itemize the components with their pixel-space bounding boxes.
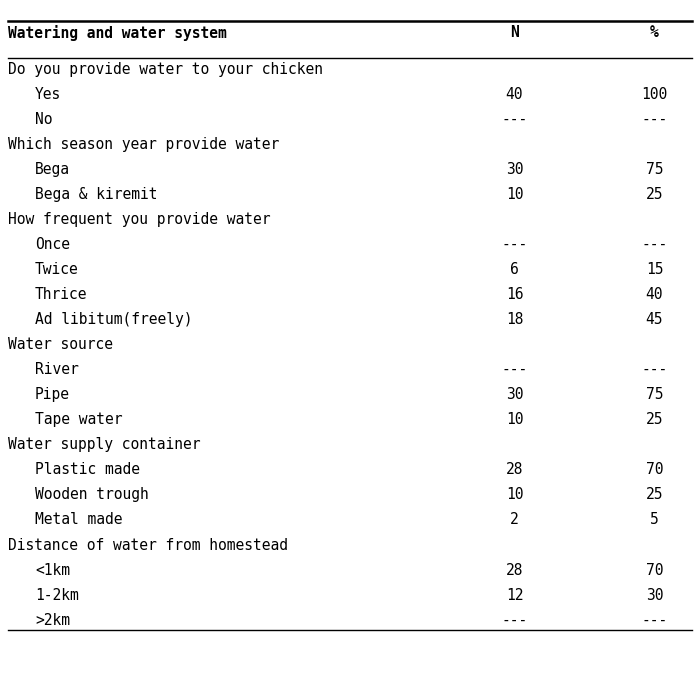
Text: How frequent you provide water: How frequent you provide water — [8, 212, 271, 227]
Text: ---: --- — [501, 112, 528, 127]
Text: Water supply container: Water supply container — [8, 437, 201, 452]
Text: 2: 2 — [510, 512, 519, 527]
Text: 5: 5 — [650, 512, 659, 527]
Text: Do you provide water to your chicken: Do you provide water to your chicken — [8, 62, 323, 77]
Text: Bega: Bega — [35, 162, 70, 177]
Text: Wooden trough: Wooden trough — [35, 487, 148, 502]
Text: %: % — [650, 25, 659, 40]
Text: Distance of water from homestead: Distance of water from homestead — [8, 538, 288, 552]
Text: 25: 25 — [645, 187, 664, 202]
Text: 10: 10 — [505, 487, 524, 502]
Text: Watering and water system: Watering and water system — [8, 25, 227, 41]
Text: 100: 100 — [641, 87, 668, 102]
Text: 40: 40 — [505, 87, 524, 102]
Text: ---: --- — [641, 613, 668, 628]
Text: Plastic made: Plastic made — [35, 462, 140, 477]
Text: 10: 10 — [505, 187, 524, 202]
Text: ---: --- — [641, 362, 668, 377]
Text: No: No — [35, 112, 52, 127]
Text: 10: 10 — [505, 412, 524, 427]
Text: 28: 28 — [505, 462, 524, 477]
Text: 15: 15 — [645, 262, 664, 277]
Text: 75: 75 — [645, 162, 664, 177]
Text: Water source: Water source — [8, 337, 113, 352]
Text: Which season year provide water: Which season year provide water — [8, 137, 279, 152]
Text: 16: 16 — [505, 287, 524, 302]
Text: <1km: <1km — [35, 563, 70, 577]
Text: 40: 40 — [645, 287, 664, 302]
Text: 25: 25 — [645, 487, 664, 502]
Text: 1-2km: 1-2km — [35, 588, 78, 603]
Text: Once: Once — [35, 237, 70, 252]
Text: 30: 30 — [505, 162, 524, 177]
Text: ---: --- — [501, 237, 528, 252]
Text: 75: 75 — [645, 387, 664, 402]
Text: ---: --- — [501, 613, 528, 628]
Text: Pipe: Pipe — [35, 387, 70, 402]
Text: 45: 45 — [645, 312, 664, 327]
Text: 70: 70 — [645, 462, 664, 477]
Text: River: River — [35, 362, 78, 377]
Text: 25: 25 — [645, 412, 664, 427]
Text: >2km: >2km — [35, 613, 70, 628]
Text: Yes: Yes — [35, 87, 62, 102]
Text: 30: 30 — [645, 588, 664, 603]
Text: ---: --- — [641, 237, 668, 252]
Text: Twice: Twice — [35, 262, 78, 277]
Text: 70: 70 — [645, 563, 664, 577]
Text: N: N — [510, 25, 519, 40]
Text: Thrice: Thrice — [35, 287, 88, 302]
Text: Ad libitum(freely): Ad libitum(freely) — [35, 312, 193, 327]
Text: ---: --- — [501, 362, 528, 377]
Text: 28: 28 — [505, 563, 524, 577]
Text: Bega & kiremit: Bega & kiremit — [35, 187, 158, 202]
Text: ---: --- — [641, 112, 668, 127]
Text: Tape water: Tape water — [35, 412, 122, 427]
Text: Metal made: Metal made — [35, 512, 122, 527]
Text: 6: 6 — [510, 262, 519, 277]
Text: 12: 12 — [505, 588, 524, 603]
Text: 18: 18 — [505, 312, 524, 327]
Text: 30: 30 — [505, 387, 524, 402]
